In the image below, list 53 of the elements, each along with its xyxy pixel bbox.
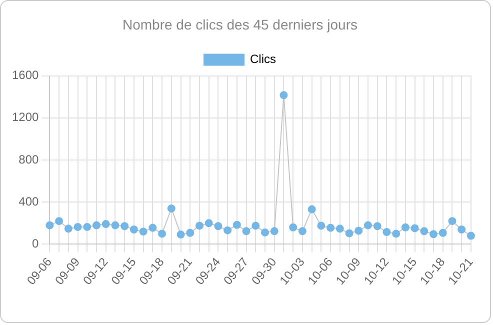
- point: [176, 230, 185, 239]
- point: [420, 227, 428, 236]
- y-tick-label: 1200: [12, 110, 40, 124]
- point: [308, 205, 316, 214]
- point: [354, 226, 363, 235]
- point: [448, 217, 456, 226]
- point: [317, 222, 326, 230]
- point: [214, 222, 222, 230]
- point: [289, 223, 298, 232]
- point: [410, 224, 419, 232]
- point: [242, 227, 250, 236]
- point: [195, 222, 204, 230]
- point: [270, 227, 278, 236]
- point: [458, 225, 466, 234]
- point: [261, 228, 270, 236]
- point: [120, 222, 129, 230]
- point: [204, 219, 213, 228]
- point: [139, 228, 148, 236]
- point: [326, 224, 335, 232]
- point: [345, 229, 354, 238]
- point: [401, 223, 410, 232]
- point: [102, 220, 110, 228]
- y-tick-label: 0: [32, 236, 40, 251]
- y-tick-label: 800: [18, 152, 40, 166]
- y-tick-label: 400: [18, 194, 40, 208]
- point: [74, 222, 82, 231]
- point: [466, 232, 475, 240]
- point: [64, 224, 72, 233]
- point: [224, 226, 232, 234]
- point: [430, 230, 438, 238]
- point: [158, 230, 166, 238]
- point: [373, 222, 382, 230]
- point: [364, 221, 372, 230]
- point: [46, 221, 54, 230]
- point: [438, 228, 447, 237]
- point: [186, 228, 194, 237]
- point: [382, 228, 391, 236]
- point: [336, 224, 344, 233]
- y-tick-label: 1600: [12, 68, 40, 82]
- point: [252, 222, 260, 230]
- point: [92, 221, 101, 230]
- point: [392, 230, 400, 238]
- point: [130, 225, 138, 234]
- chart-title: Nombre de clics des 45 derniers jours: [122, 16, 358, 32]
- point: [232, 220, 241, 229]
- point: [148, 224, 157, 232]
- point: [298, 227, 306, 236]
- point: [167, 204, 176, 212]
- legend-label: Clics: [250, 52, 276, 66]
- point: [111, 221, 120, 230]
- point: [280, 91, 288, 100]
- point: [55, 217, 64, 226]
- point: [83, 222, 92, 231]
